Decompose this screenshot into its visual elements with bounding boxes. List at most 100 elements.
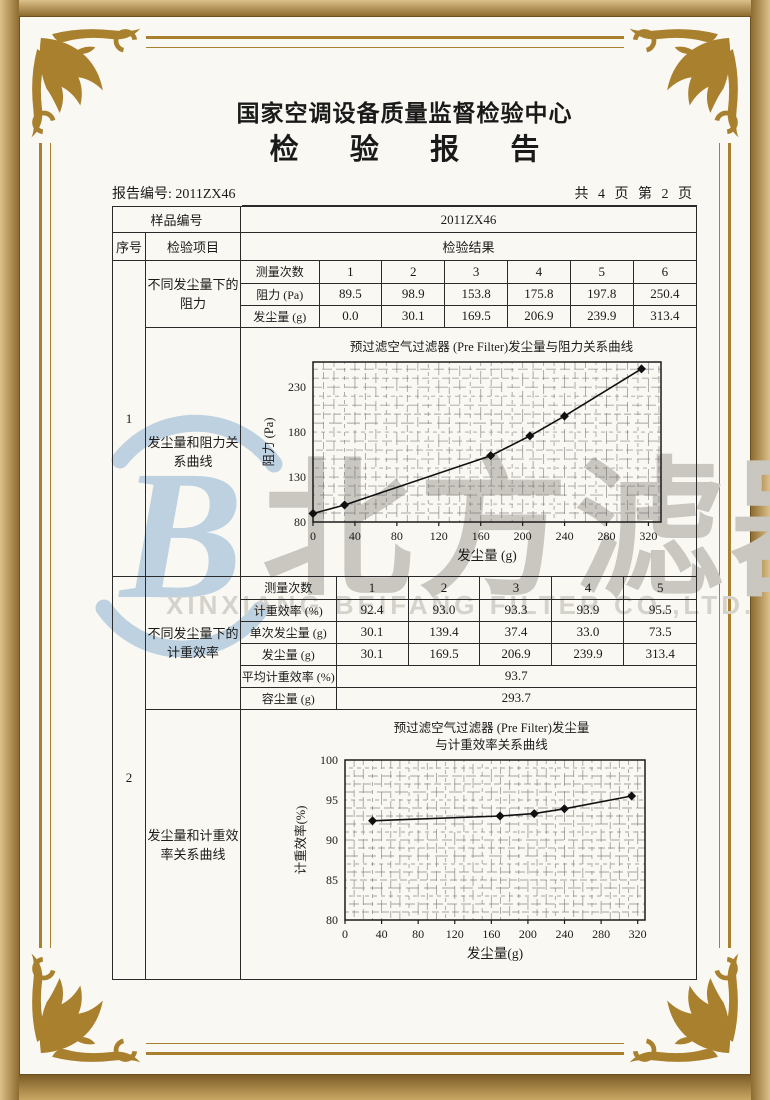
results-table: 样品编号 2011ZX46 序号 检验项目 检验结果 1 不同发尘量下的阻力 测… [111,206,697,980]
report-title: 检 验 报 告 [269,134,562,166]
corner-ornament-icon [624,948,746,1070]
summary-value: 293.7 [335,686,696,709]
resistance-chart-cell: 预过滤空气过滤器 (Pre Filter)发尘量与阻力关系曲线 0 40 80 120… [240,327,697,577]
corner-ornament-icon [24,948,146,1070]
table-cell: 93.9 [551,598,625,622]
table-cell: 3 [479,577,553,600]
svg-text:80: 80 [391,529,403,543]
efficiency-subtable-cell: 测量次数 1 2 3 4 5 计重效率 (%) 92.4 93.0 93.3 9… [240,576,697,710]
center-name: 国家空调设备质量监督检验中心 [236,101,573,126]
table-cell: 98.9 [381,282,446,306]
item-label: 不同发尘量下的阻力 [144,260,242,328]
resistance-vs-dust-chart: 0 40 80 120 160 200 240 280 320 80 130 180 230 发尘量 (g… [262,361,662,563]
svg-text:320: 320 [639,529,657,543]
svg-text:40: 40 [349,529,361,543]
svg-text:100: 100 [320,756,338,767]
table-cell: 169.5 [444,304,508,327]
table-cell: 73.5 [623,620,696,644]
table-cell: 4 [551,577,625,600]
sample-no-label: 样品编号 [111,206,242,233]
svg-text:计重效率(%): 计重效率(%) [293,805,308,874]
table-cell: 5 [569,261,634,284]
efficiency-vs-dust-chart: 0 40 80 120 160 200 240 280 320 80 85 90 95 100 发尘量(g)… [293,756,647,961]
item-label: 不同发尘量下的计重效率 [144,576,242,710]
frame-band-left [0,0,19,1100]
efficiency-table: 测量次数 1 2 3 4 5 计重效率 (%) 92.4 93.0 93.3 9… [241,577,696,709]
svg-text:阻力 (Pa): 阻力 (Pa) [262,418,276,467]
table-cell: 30.1 [381,304,446,327]
table-cell: 92.4 [335,598,409,622]
corner-ornament-icon [24,21,146,143]
item-label: 发尘量和计重效率关系曲线 [144,709,242,980]
svg-text:95: 95 [326,793,338,807]
row-label: 计重效率 (%) [241,598,337,622]
meta-underline [242,205,697,206]
table-cell: 2 [381,261,446,284]
chart-title: 预过滤空气过滤器 (Pre Filter)发尘量 [393,720,590,735]
gold-border-outer [39,36,731,1055]
chart-title: 预过滤空气过滤器 (Pre Filter)发尘量与阻力关系曲线 [349,340,634,354]
svg-text:80: 80 [294,515,306,529]
table-cell: 1 [318,261,383,284]
page-count: 共 4 页 第 2 页 [574,187,695,202]
svg-text:130: 130 [288,470,306,484]
report-meta: 报告编号: 2011ZX46 共 4 页 第 2 页 [112,182,697,206]
svg-text:80: 80 [412,927,424,941]
table-cell: 139.4 [407,620,481,644]
svg-text:200: 200 [519,927,537,941]
report-number: 报告编号: 2011ZX46 [112,187,236,202]
svg-text:180: 180 [288,425,306,439]
table-cell: 239.9 [569,304,634,327]
table-cell: 4 [507,261,571,284]
table-cell: 3 [444,261,508,284]
table-cell: 250.4 [632,282,696,306]
chart-title-line2: 与计重效率关系曲线 [435,737,548,752]
table-cell: 93.3 [479,598,553,622]
resistance-subtable-cell: 测量次数 1 2 3 4 5 6 阻力 (Pa) 89.5 98.9 153.8… [240,260,697,328]
svg-text:320: 320 [629,927,647,941]
row-label: 容尘量 (g) [241,686,337,709]
svg-text:230: 230 [288,380,306,394]
table-cell: 175.8 [507,282,571,306]
gold-border-inner [50,47,720,1044]
table-cell: 0.0 [318,304,383,327]
svg-text:280: 280 [598,529,616,543]
row-label: 平均计重效率 (%) [241,664,337,688]
table-cell: 30.1 [335,620,409,644]
item-label: 发尘量和阻力关系曲线 [144,327,242,577]
svg-text:120: 120 [430,529,448,543]
svg-text:200: 200 [514,529,532,543]
col-header-seq: 序号 [112,232,146,261]
row-label: 单次发尘量 (g) [241,620,337,644]
table-cell: 1 [335,577,409,600]
row-label: 发尘量 (g) [241,642,337,666]
table-cell: 2 [407,577,481,600]
sample-no-value: 2011ZX46 [240,206,697,233]
table-cell: 89.5 [318,282,383,306]
corner-ornament-icon [624,21,746,143]
resistance-table: 测量次数 1 2 3 4 5 6 阻力 (Pa) 89.5 98.9 153.8… [241,261,696,327]
svg-text:160: 160 [482,927,500,941]
svg-text:160: 160 [472,529,490,543]
report-content: 国家空调设备质量监督检验中心 检 验 报 告 报告编号: 2011ZX46 共 … [111,100,697,980]
table-cell: 93.0 [407,598,481,622]
svg-text:发尘量(g): 发尘量(g) [467,946,523,961]
frame-band-top [0,0,770,16]
seq-cell: 1 [112,260,146,577]
table-cell: 153.8 [444,282,508,306]
table-cell: 197.8 [569,282,634,306]
table-cell: 37.4 [479,620,553,644]
table-cell: 33.0 [551,620,625,644]
svg-text:280: 280 [592,927,610,941]
row-label: 测量次数 [241,577,337,600]
efficiency-chart-cell: 预过滤空气过滤器 (Pre Filter)发尘量 与计重效率关系曲线 0 40 80… [240,709,697,980]
svg-text:120: 120 [446,927,464,941]
frame-band-bottom [0,1075,770,1100]
row-label: 阻力 (Pa) [241,282,320,306]
table-cell: 206.9 [507,304,571,327]
row-label: 发尘量 (g) [241,304,320,327]
table-cell: 313.4 [632,304,696,327]
svg-text:90: 90 [326,833,338,847]
row-label: 测量次数 [241,261,320,284]
